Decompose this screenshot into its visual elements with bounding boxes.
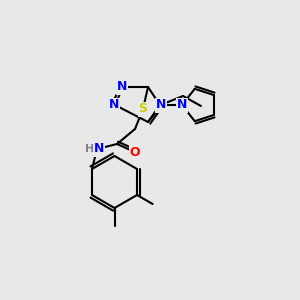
Text: N: N <box>94 142 104 155</box>
Text: O: O <box>130 146 140 158</box>
Text: H: H <box>85 144 94 154</box>
Text: N: N <box>177 98 187 112</box>
Text: N: N <box>156 98 166 112</box>
Text: S: S <box>139 103 148 116</box>
Text: N: N <box>109 98 119 112</box>
Text: N: N <box>117 80 127 94</box>
